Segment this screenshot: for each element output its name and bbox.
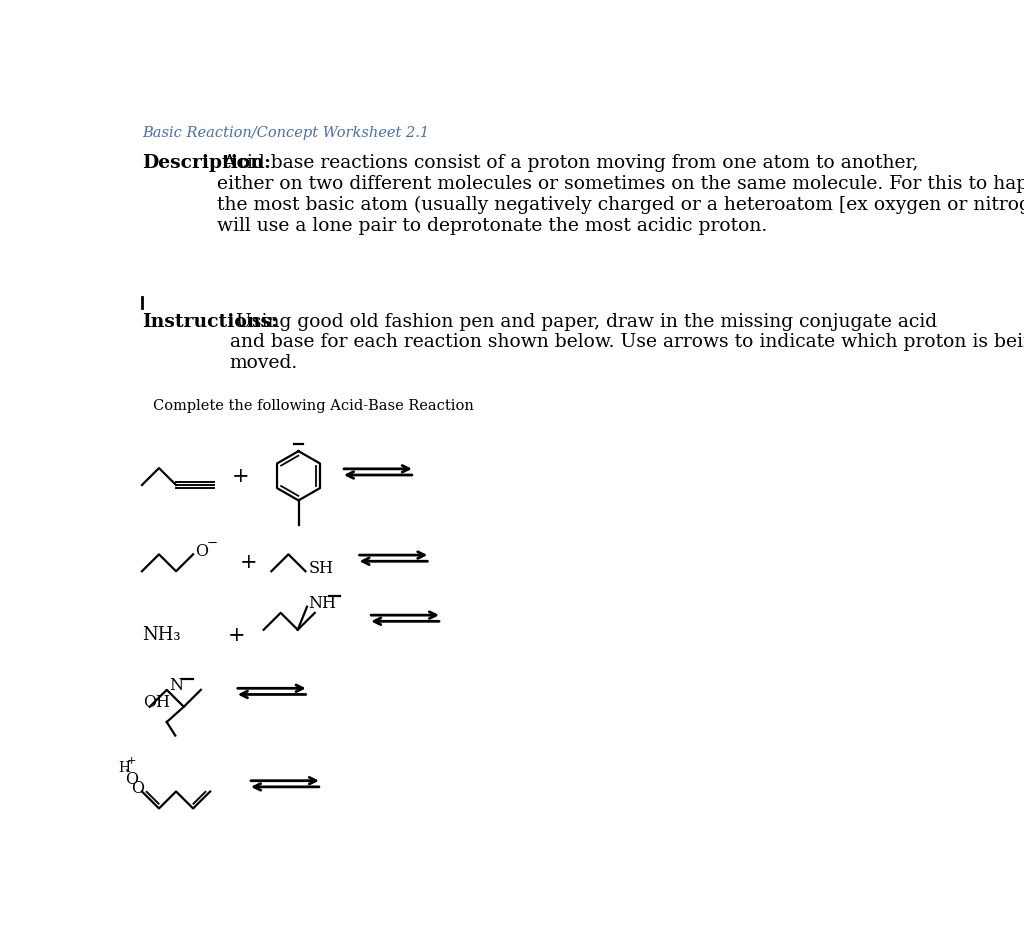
Text: NH: NH xyxy=(308,595,337,612)
Text: O: O xyxy=(196,543,209,560)
Text: OH: OH xyxy=(143,695,171,712)
Text: +: + xyxy=(227,626,246,645)
Text: Complete the following Acid-Base Reaction: Complete the following Acid-Base Reactio… xyxy=(153,399,474,413)
Text: +: + xyxy=(240,553,257,572)
Text: Acid base reactions consist of a proton moving from one atom to another,
either : Acid base reactions consist of a proton … xyxy=(217,154,1024,234)
Text: SH: SH xyxy=(308,560,334,577)
Text: −: − xyxy=(207,537,218,550)
Text: O: O xyxy=(131,780,144,797)
Text: +: + xyxy=(231,467,249,486)
Text: H: H xyxy=(119,761,131,775)
Text: Using good old fashion pen and paper, draw in the missing conjugate acid
and bas: Using good old fashion pen and paper, dr… xyxy=(229,312,1024,372)
Text: N: N xyxy=(169,678,183,695)
Text: NH₃: NH₃ xyxy=(142,626,180,644)
Text: ·: · xyxy=(125,765,129,778)
Text: Basic Reaction/Concept Worksheet 2.1: Basic Reaction/Concept Worksheet 2.1 xyxy=(142,126,429,140)
Text: Description:: Description: xyxy=(142,154,271,172)
Text: +: + xyxy=(126,755,136,766)
Text: O: O xyxy=(125,771,138,788)
Text: Instructions:: Instructions: xyxy=(142,312,278,330)
